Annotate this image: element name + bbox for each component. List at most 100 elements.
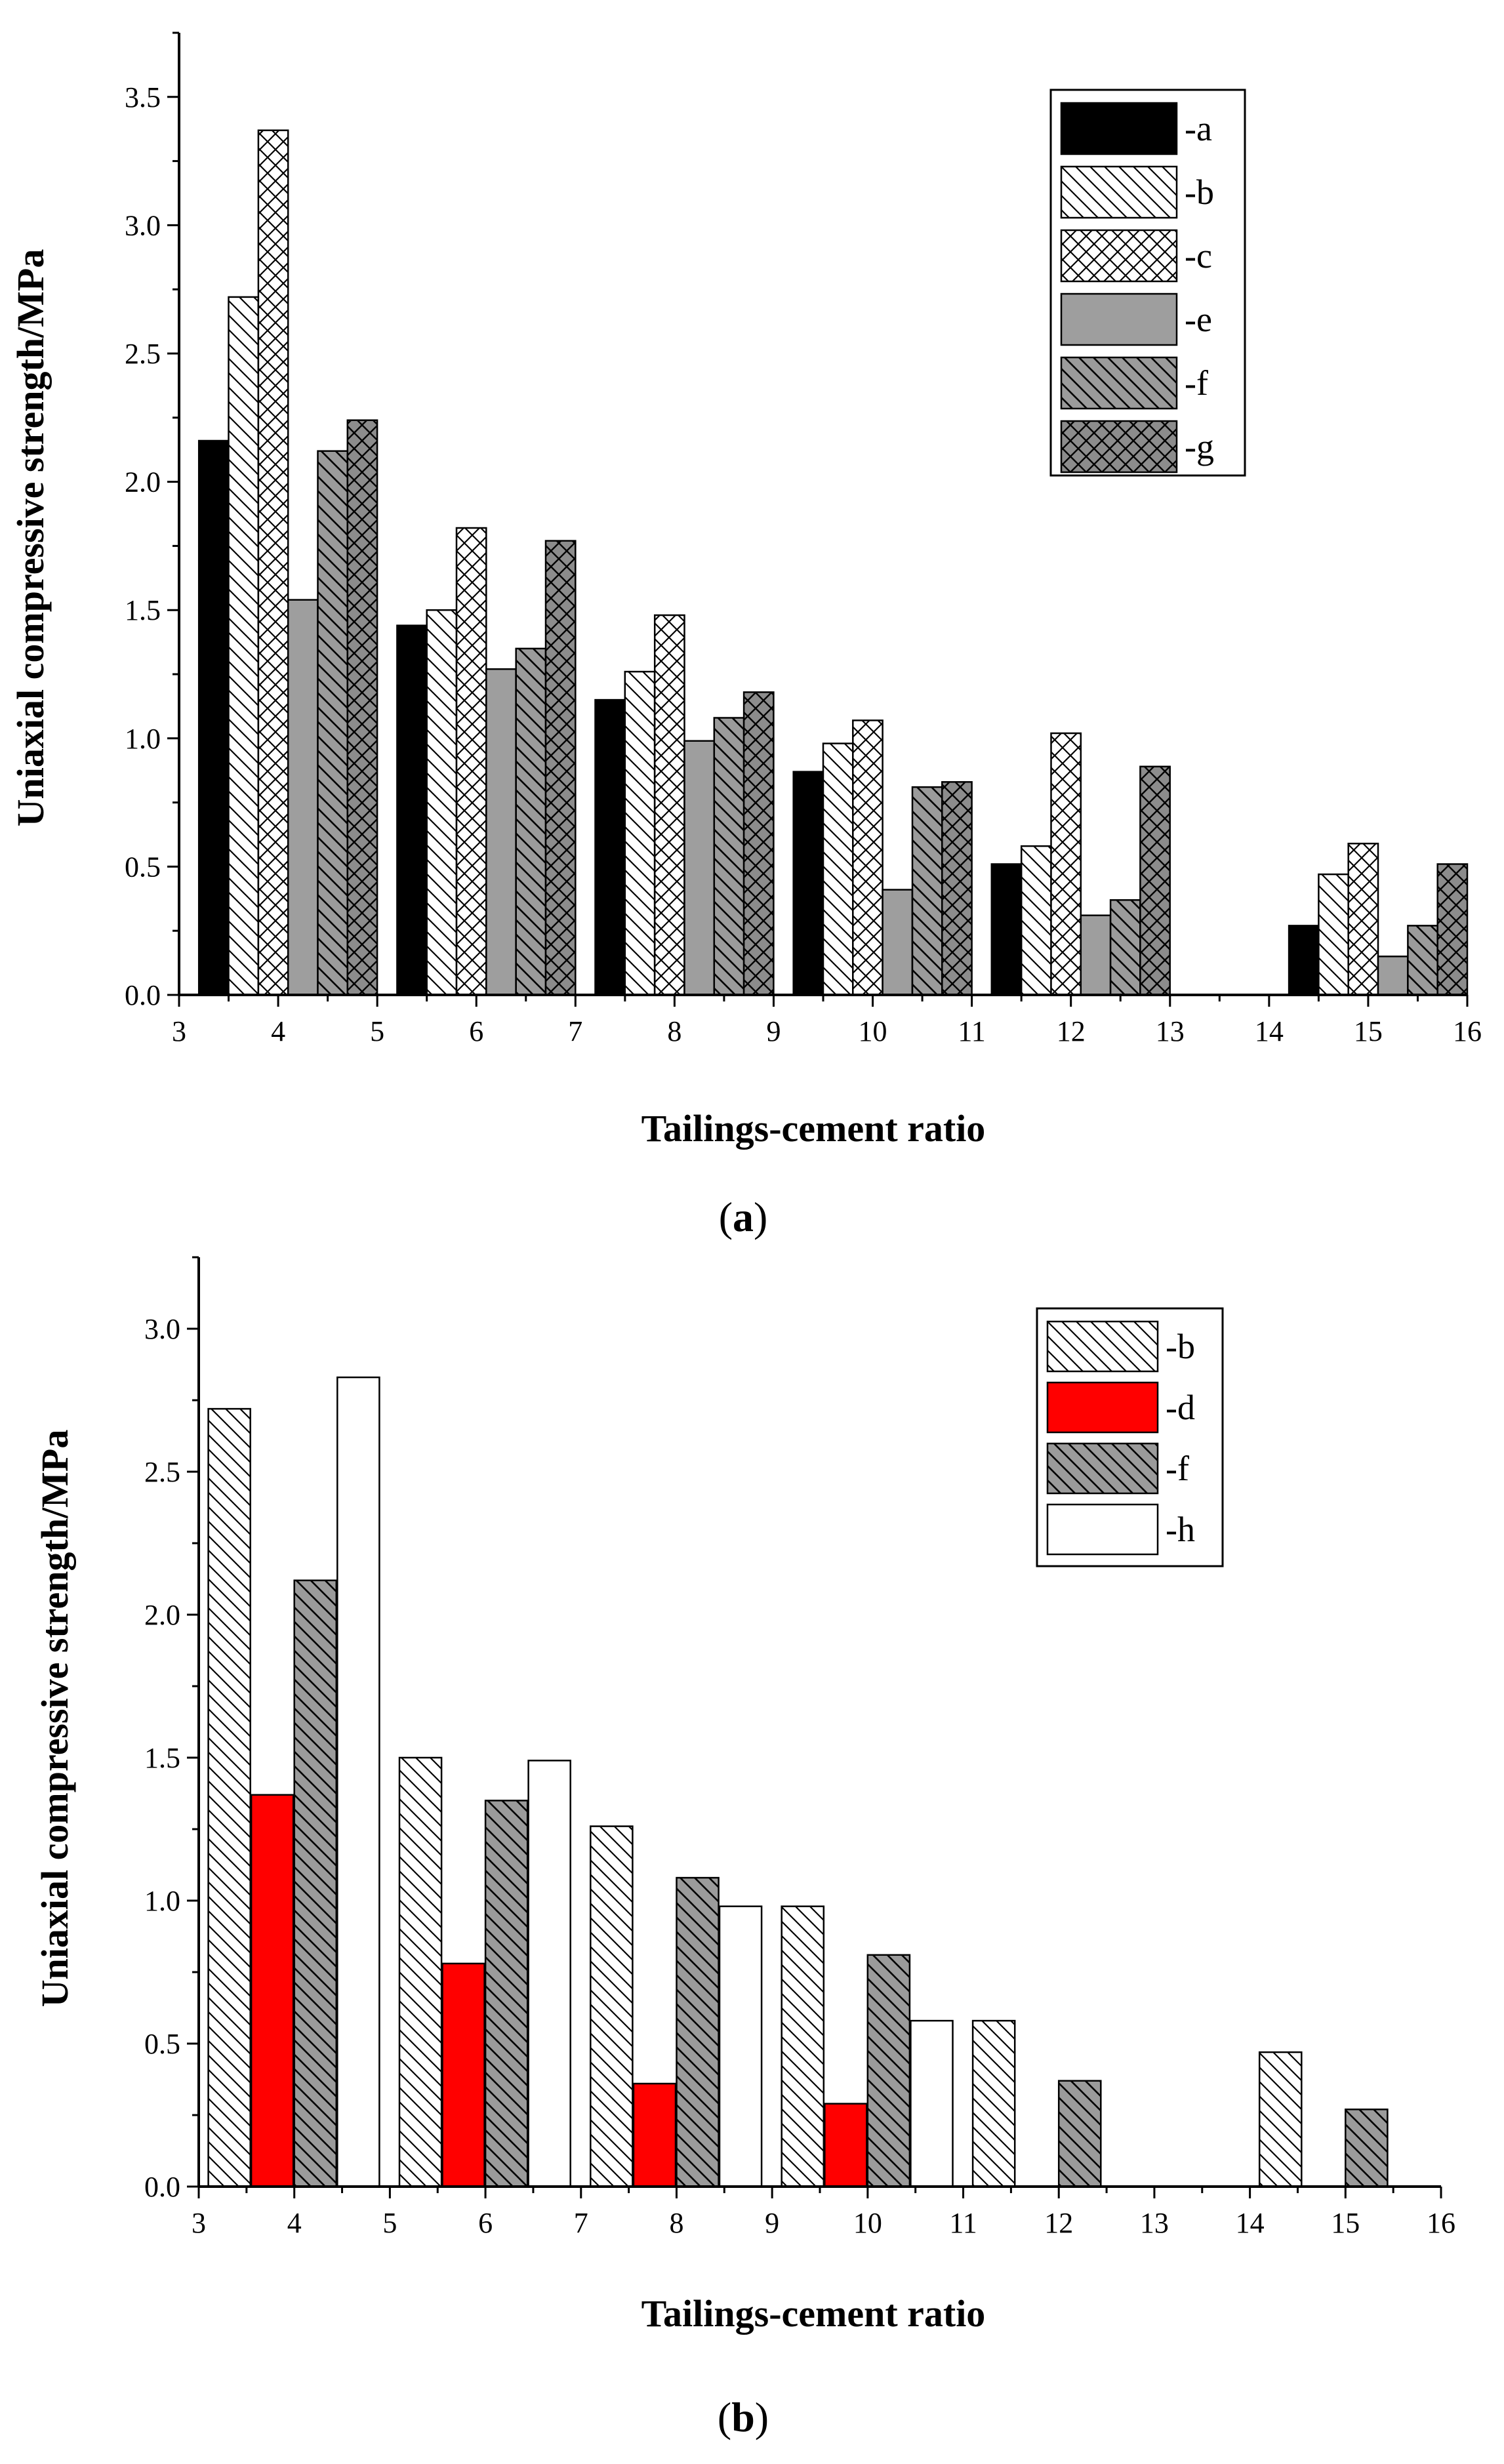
bar-a-b-3 — [822, 742, 854, 996]
bar-a-f-3 — [911, 786, 943, 996]
x-tick-label-a-12: 15 — [1354, 1015, 1383, 1047]
bar-a-g-3 — [941, 781, 973, 996]
bar-a-c-3 — [852, 719, 884, 996]
x-tick-label-b-9: 12 — [1044, 2207, 1073, 2239]
y-tick-label-a-5: 2.5 — [125, 338, 161, 370]
legend-label-a-a: -a — [1185, 109, 1212, 148]
legend-label-b-d: -d — [1166, 1388, 1195, 1427]
legend-label-b-b: -b — [1166, 1327, 1195, 1366]
y-tick-label-a-3: 1.5 — [125, 594, 161, 626]
bar-a-a-3 — [792, 771, 824, 996]
x-tick-label-b-6: 9 — [765, 2207, 779, 2239]
bar-a-e-4 — [1080, 914, 1112, 996]
bar-b-f-5 — [1345, 2109, 1389, 2188]
bar-b-h-0 — [336, 1376, 380, 2188]
legend-label-a-c: -c — [1185, 236, 1212, 275]
y-tick-label-b-6: 3.0 — [144, 1313, 180, 1345]
y-tick-label-a-0: 0.0 — [125, 979, 161, 1011]
legend-swatch-b-d — [1046, 1381, 1159, 1434]
legend-swatch-a-a — [1060, 102, 1178, 155]
x-tick-label-b-8: 11 — [949, 2207, 977, 2239]
bar-b-b-0 — [207, 1407, 251, 2188]
x-tick-label-b-12: 15 — [1331, 2207, 1360, 2239]
bar-b-b-1 — [398, 1756, 443, 2188]
x-tick-label-a-10: 13 — [1156, 1015, 1185, 1047]
y-axis-label-a: Uniaxial compressive strength/MPa — [9, 249, 52, 827]
bar-a-c-1 — [455, 527, 487, 996]
bar-a-e-0 — [287, 599, 319, 996]
legend-label-b-f: -f — [1166, 1449, 1189, 1488]
bar-b-h-3 — [910, 2019, 954, 2188]
legend-label-a-g: -g — [1185, 427, 1214, 466]
y-tick-label-b-3: 1.5 — [144, 1742, 180, 1774]
x-tick-label-a-6: 9 — [766, 1015, 781, 1047]
bar-a-e-1 — [485, 668, 517, 996]
bar-b-b-4 — [971, 2019, 1016, 2188]
bar-a-b-1 — [426, 609, 458, 996]
bar-a-e-5 — [1377, 956, 1409, 996]
x-tick-label-a-5: 8 — [667, 1015, 681, 1047]
x-tick-label-a-7: 10 — [859, 1015, 887, 1047]
y-tick-label-a-6: 3.0 — [125, 209, 161, 241]
y-tick-label-b-2: 1.0 — [144, 1885, 180, 1917]
x-tick-label-b-3: 6 — [478, 2207, 493, 2239]
bar-a-f-2 — [713, 717, 745, 996]
caption-b-letter: b — [731, 2394, 755, 2440]
x-tick-label-b-13: 16 — [1427, 2207, 1455, 2239]
legend-swatch-b-b — [1046, 1320, 1159, 1373]
bar-b-d-3 — [824, 2103, 868, 2188]
bar-b-f-0 — [293, 1579, 338, 2188]
bar-a-g-5 — [1436, 863, 1469, 996]
y-ticks-a: 0.0 0.5 1.0 1.5 2.0 2.5 3.0 3.5 — [125, 31, 179, 1011]
bar-a-g-0 — [346, 419, 378, 996]
bar-a-c-4 — [1050, 732, 1082, 996]
y-tick-label-b-5: 2.5 — [144, 1456, 180, 1488]
x-tick-label-b-0: 3 — [192, 2207, 206, 2239]
bars-b — [207, 1376, 1389, 2188]
y-tick-label-b-0: 0.0 — [144, 2171, 180, 2203]
legend-label-a-b: -b — [1185, 172, 1214, 212]
bar-a-b-5 — [1318, 873, 1349, 996]
x-tick-label-a-11: 14 — [1255, 1015, 1284, 1047]
caption-a: (a) — [719, 1194, 768, 1240]
bar-b-b-2 — [590, 1825, 634, 2188]
panel-b: 0.0 0.5 1.0 1.5 2.0 2.5 3.0 3 4 5 6 7 8 9 10 11 12 13 14 1… — [33, 1256, 1455, 2440]
panel-a: 0.0 0.5 1.0 1.5 2.0 2.5 3.0 3.5 3 4 5 6 7 8 9 10 11 12 13… — [9, 31, 1482, 1240]
bar-b-h-1 — [527, 1760, 571, 2188]
x-tick-label-b-1: 4 — [287, 2207, 302, 2239]
bar-b-d-1 — [441, 1962, 485, 2188]
bars-a — [197, 129, 1469, 996]
bar-a-a-2 — [594, 698, 626, 996]
legend-b: -b -d -f -h — [1036, 1307, 1224, 1567]
x-tick-label-b-7: 10 — [853, 2207, 882, 2239]
bar-b-d-2 — [632, 2082, 677, 2188]
x-axis-label-a: Tailings-cement ratio — [641, 1107, 986, 1150]
y-tick-label-b-1: 0.5 — [144, 2028, 180, 2060]
legend-swatch-b-h — [1046, 1503, 1159, 1556]
caption-a-letter: a — [733, 1194, 754, 1240]
y-tick-label-a-2: 1.0 — [125, 723, 161, 755]
x-tick-label-b-4: 7 — [574, 2207, 588, 2239]
x-tick-label-a-9: 12 — [1057, 1015, 1086, 1047]
bar-a-f-4 — [1109, 899, 1141, 996]
bar-a-e-2 — [683, 740, 716, 996]
legend-swatch-a-e — [1060, 293, 1178, 346]
bar-b-f-2 — [676, 1876, 720, 2188]
bar-a-f-0 — [317, 450, 349, 996]
bar-a-g-2 — [742, 691, 775, 996]
legend-swatch-a-g — [1060, 420, 1178, 474]
x-tick-label-a-4: 7 — [568, 1015, 582, 1047]
bar-b-f-1 — [484, 1800, 529, 2188]
x-tick-label-a-8: 11 — [958, 1015, 985, 1047]
bar-a-g-4 — [1139, 765, 1171, 996]
bar-a-c-5 — [1347, 842, 1379, 996]
bar-b-d-0 — [250, 1794, 295, 2188]
x-ticks-b: 3 4 5 6 7 8 9 10 11 12 13 14 15 16 — [192, 2187, 1455, 2239]
x-tick-label-b-2: 5 — [382, 2207, 397, 2239]
bar-a-f-1 — [515, 647, 547, 996]
y-ticks-b: 0.0 0.5 1.0 1.5 2.0 2.5 3.0 — [144, 1256, 199, 2203]
bar-b-b-5 — [1258, 2051, 1303, 2188]
y-axis-label-b: Uniaxial compressive strength/MPa — [33, 1430, 76, 2008]
y-tick-label-a-4: 2.0 — [125, 466, 161, 498]
